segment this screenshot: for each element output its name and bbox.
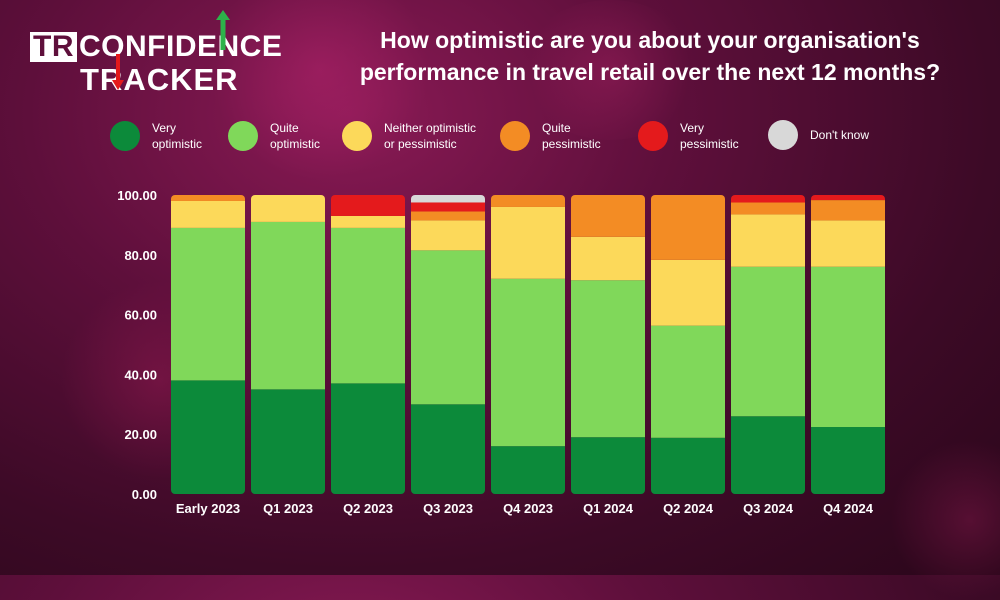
legend-label: Quite pessimistic (542, 121, 601, 152)
x-tick-label: Q4 2024 (823, 501, 874, 516)
bar-segment (171, 195, 245, 201)
bar-segment (491, 206, 565, 279)
bar-segment (491, 446, 565, 494)
bar-segment (571, 195, 645, 237)
bar-segment (331, 227, 405, 384)
x-tick-label: Q3 2023 (423, 501, 473, 516)
x-tick-label: Q2 2024 (663, 501, 714, 516)
y-tick-label: 0.00 (132, 487, 157, 502)
x-tick-label: Q1 2024 (583, 501, 634, 516)
bar-segment (571, 280, 645, 438)
x-tick-label: Early 2023 (176, 501, 240, 516)
bar-stack (651, 195, 725, 494)
legend-swatch (110, 121, 140, 152)
bar-stack (251, 195, 325, 494)
bar-segment (251, 195, 325, 222)
bar-segment (731, 266, 805, 417)
legend-swatch (500, 121, 530, 152)
bar-segment (731, 214, 805, 267)
bar-segment (651, 437, 725, 494)
bar-segment (411, 202, 485, 212)
legend-label: Neither optimistic or pessimistic (384, 121, 477, 152)
bar-segment (251, 221, 325, 390)
logo-tr-badge: TR (30, 32, 77, 62)
bar-segment (411, 211, 485, 221)
bar-segment (811, 266, 885, 428)
bar-segment (411, 250, 485, 405)
bar-segment (731, 416, 805, 494)
bar-stack (411, 195, 485, 494)
legend-item-quite-optimistic: Quite optimistic (228, 120, 320, 152)
legend-swatch (228, 121, 258, 152)
bar-segment (731, 202, 805, 215)
legend-item-dont-know: Don't know (768, 120, 869, 150)
logo-confidence-text: CONFIDENCE (79, 30, 283, 63)
bar-segment (491, 278, 565, 447)
x-tick-label: Q2 2023 (343, 501, 393, 516)
legend-item-quite-pessimistic: Quite pessimistic (500, 120, 601, 152)
bar-stack (811, 195, 885, 494)
bar-segment (651, 195, 725, 260)
bar-segment (651, 259, 725, 326)
bar-segment (571, 437, 645, 494)
bar-segment (171, 380, 245, 494)
bar-segment (171, 227, 245, 381)
legend-label: Very pessimistic (680, 121, 739, 152)
bar-stack (731, 195, 805, 494)
legend-swatch (342, 121, 372, 152)
bar-segment (331, 383, 405, 494)
chart-title: How optimistic are you about your organi… (359, 27, 941, 86)
y-tick-label: 80.00 (124, 248, 157, 263)
bar-segment (411, 404, 485, 494)
y-tick-label: 60.00 (124, 308, 157, 323)
legend-item-very-optimistic: Very optimistic (110, 120, 202, 152)
legend-swatch (768, 120, 798, 150)
bar-segment (331, 195, 405, 216)
x-tick-label: Q3 2024 (743, 501, 794, 516)
x-tick-label: Q4 2023 (503, 501, 553, 516)
legend-label: Very optimistic (152, 121, 203, 152)
legend-swatch (638, 121, 668, 152)
bar-segment (411, 195, 485, 203)
bar-segment (331, 215, 405, 228)
bar-stack (331, 195, 405, 494)
logo-tracker-text: TRACKER (80, 62, 239, 97)
logo-line1: TR CONFIDENCE (30, 32, 282, 62)
bar-segment (651, 325, 725, 438)
bar-segment (251, 389, 325, 494)
down-arrow-icon (112, 54, 124, 90)
bar-segment (571, 236, 645, 281)
y-tick-label: 20.00 (124, 427, 157, 442)
y-tick-label: 40.00 (124, 367, 157, 382)
chart-legend: Very optimistic Quite optimistic Neither… (110, 120, 1000, 170)
stacked-bar-chart: 0.00 20.00 40.00 60.00 80.00 100.00 Early 2023… (117, 188, 885, 516)
bar-segment (811, 195, 885, 201)
bar-segment (411, 220, 485, 251)
legend-item-very-pessimistic: Very pessimistic (638, 120, 739, 152)
legend-label: Don't know (810, 127, 869, 142)
legend-label: Quite optimistic (270, 121, 321, 152)
bar-stack (491, 195, 565, 494)
legend-item-neither: Neither optimistic or pessimistic (342, 120, 476, 152)
x-tick-label: Q1 2023 (263, 501, 313, 516)
bar-segment (811, 200, 885, 221)
up-arrow-icon (216, 10, 230, 50)
bar-stack (171, 195, 245, 494)
bar-segment (491, 195, 565, 207)
y-tick-label: 100.00 (117, 188, 157, 203)
bar-segment (731, 195, 805, 203)
tr-confidence-tracker-logo: TR CONFIDENCE TRACKER (30, 10, 282, 97)
bar-segment (811, 220, 885, 267)
bar-stack (571, 195, 645, 494)
bar-segment (171, 200, 245, 228)
bar-segment (811, 427, 885, 494)
